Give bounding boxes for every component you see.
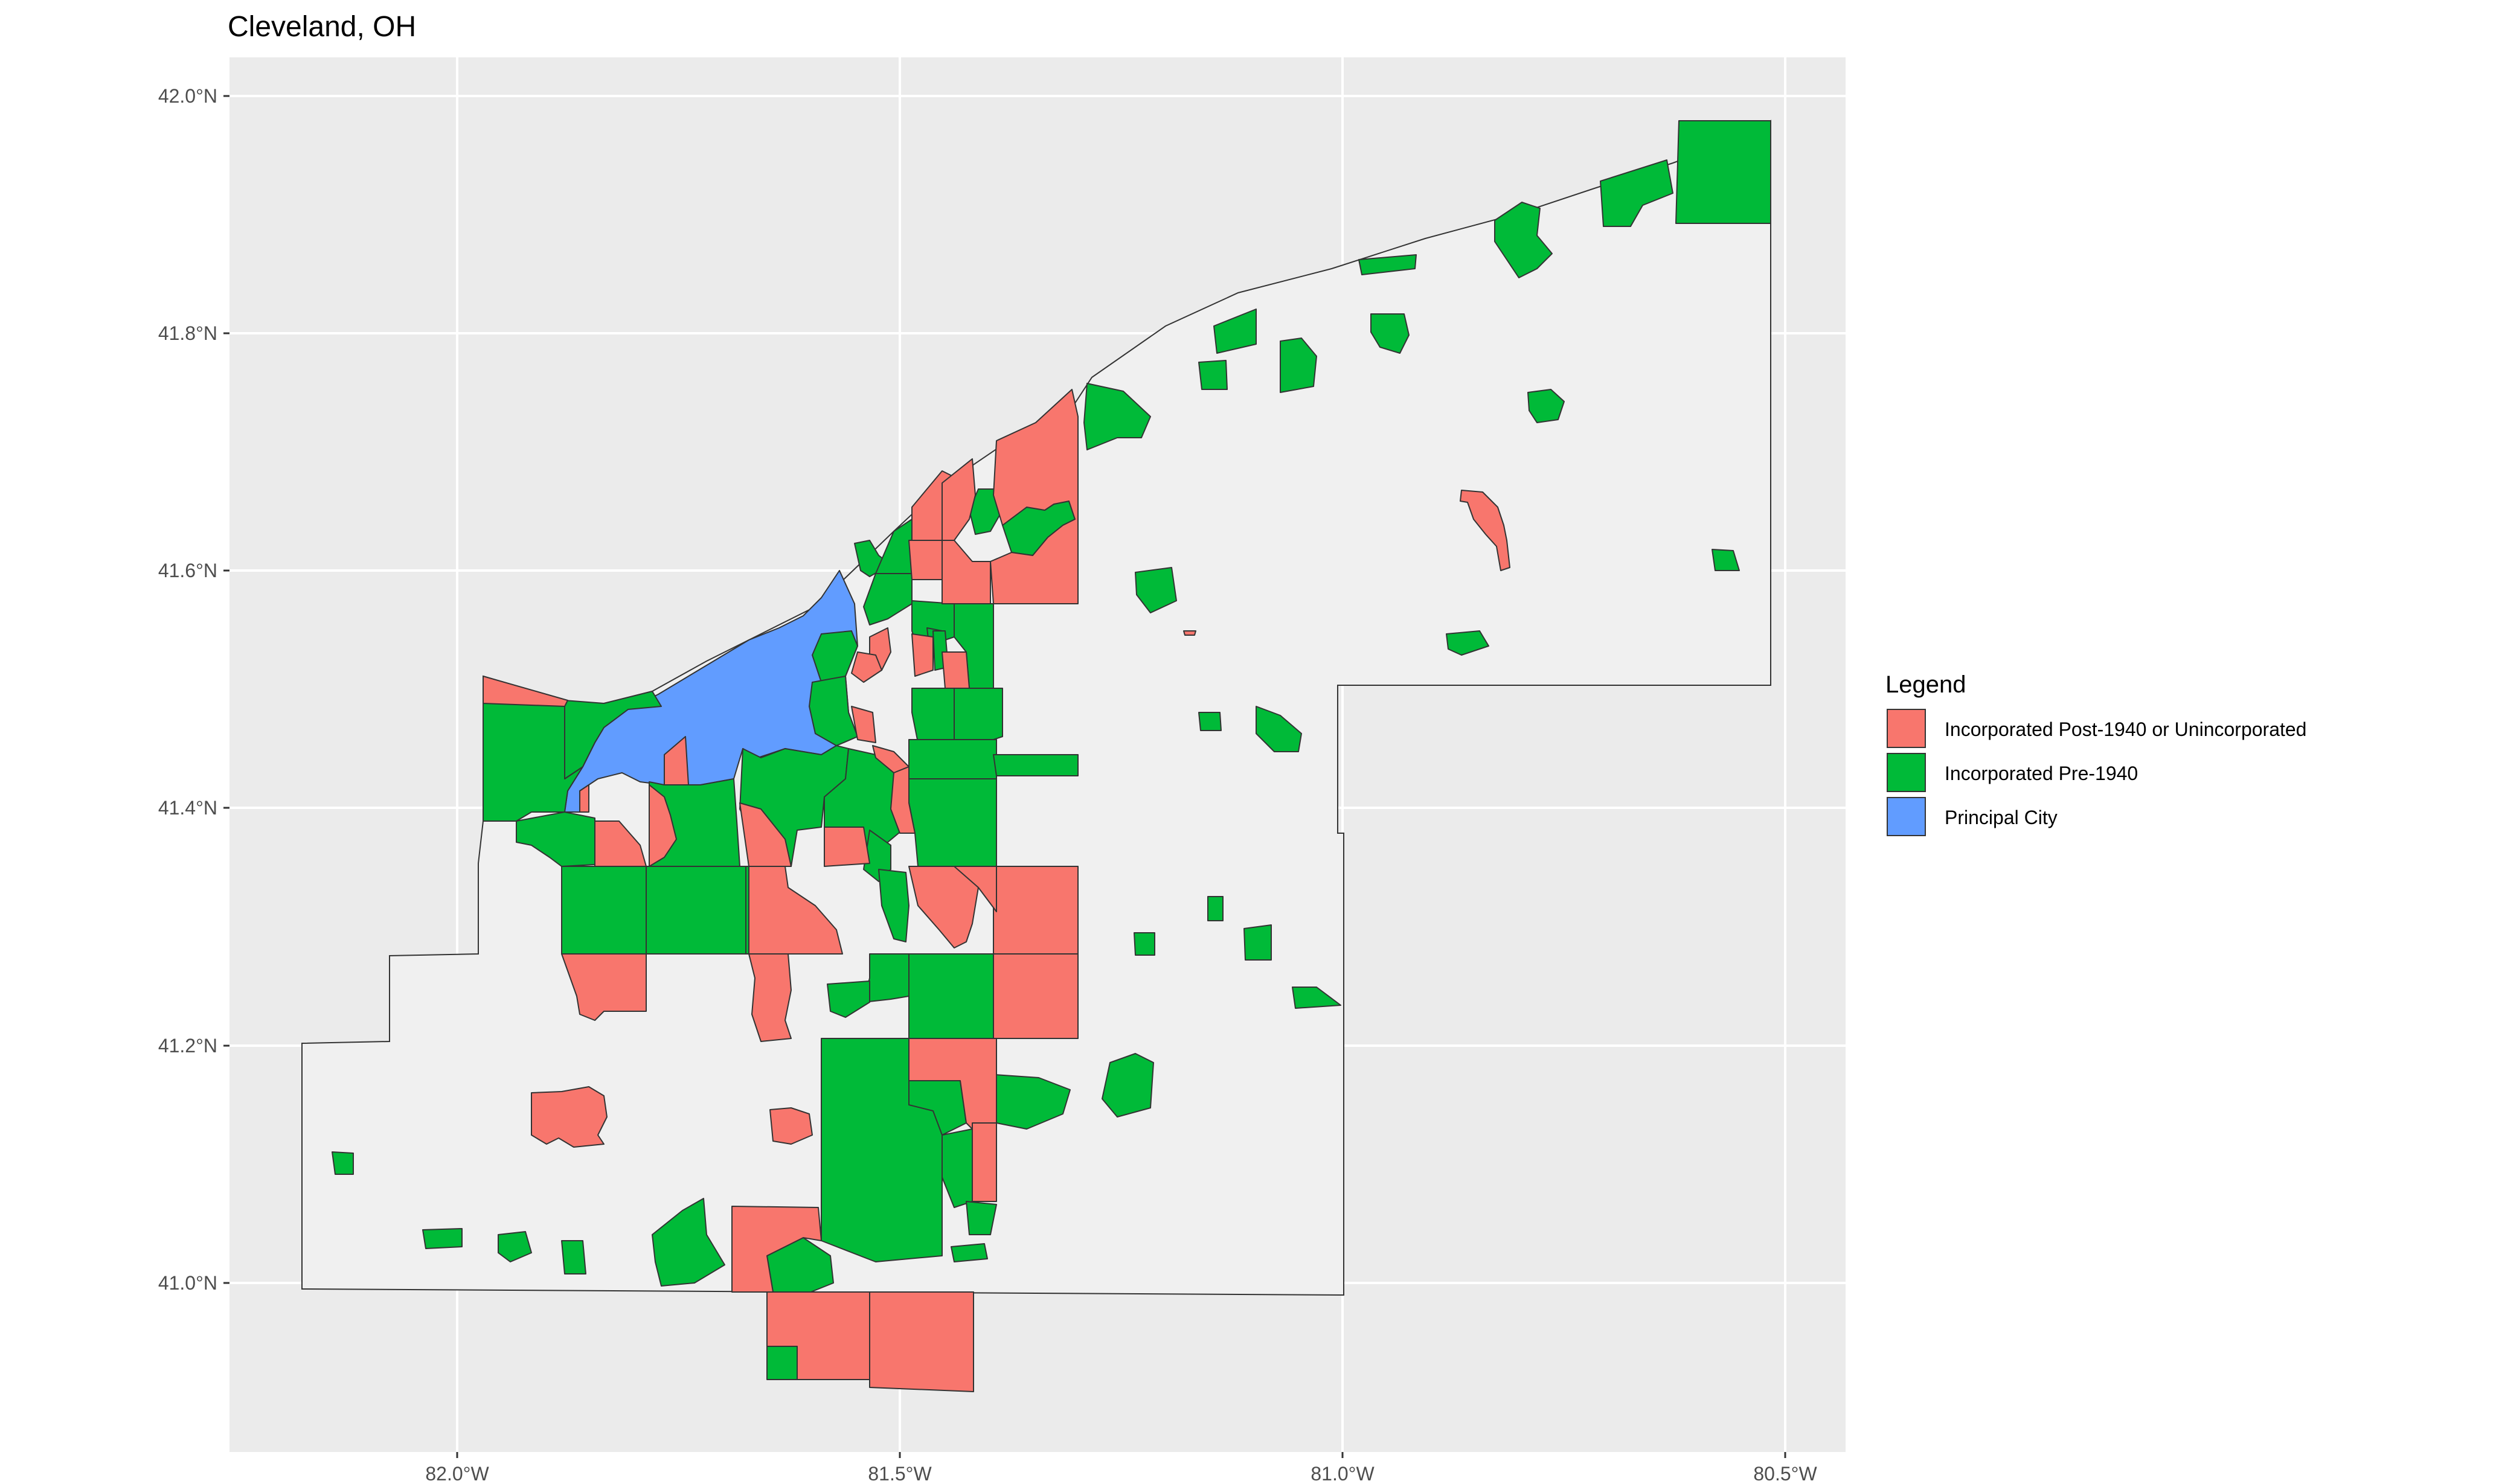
green-area: [908, 953, 997, 1039]
y-axis-labels: 42.0°N 41.8°N 41.6°N 41.4°N 41.2°N 41.0°…: [158, 85, 217, 1294]
x-tick-label: 81.5°W: [868, 1463, 932, 1484]
red-area: [664, 736, 689, 785]
green-area: [1358, 254, 1417, 275]
post-1940-areas: [483, 389, 1510, 1392]
green-area: [951, 1243, 988, 1262]
green-area: [911, 688, 955, 743]
green-area: [564, 691, 662, 779]
x-tick-label: 80.5°W: [1753, 1463, 1817, 1484]
green-area: [1280, 337, 1317, 393]
red-area: [911, 633, 934, 677]
green-area: [1213, 309, 1257, 354]
axis-ticks: [223, 95, 1786, 1458]
red-area: [731, 1206, 822, 1293]
green-area: [766, 1346, 798, 1380]
x-tick-label: 82.0°W: [425, 1463, 489, 1484]
red-area: [483, 676, 568, 707]
green-area: [1370, 313, 1410, 354]
red-area: [739, 802, 792, 867]
green-area: [1243, 924, 1272, 961]
red-area: [564, 784, 589, 813]
red-area: [990, 389, 1079, 604]
red-area: [649, 784, 677, 867]
red-area: [954, 866, 997, 912]
red-area: [594, 820, 647, 867]
x-tick-label: 81.0°W: [1311, 1463, 1375, 1484]
green-area: [1198, 360, 1228, 390]
green-area: [993, 754, 1079, 776]
red-area: [908, 540, 943, 580]
red-area: [851, 706, 876, 743]
red-area: [993, 953, 1079, 1039]
legend: Legend Incorporated Post-1940 or Unincor…: [1885, 671, 2306, 836]
green-area: [498, 1231, 532, 1262]
green-area: [1207, 896, 1224, 921]
green-area: [1446, 630, 1489, 656]
y-tick-label: 41.6°N: [158, 560, 217, 581]
green-area: [1494, 202, 1553, 278]
y-tick-label: 42.0°N: [158, 85, 217, 107]
red-area: [908, 1038, 997, 1130]
green-area: [942, 1128, 973, 1208]
green-area: [863, 953, 910, 1003]
red-area: [972, 1122, 997, 1202]
green-area: [809, 676, 858, 746]
red-area: [890, 766, 916, 834]
green-area: [1083, 383, 1151, 450]
red-area: [1183, 630, 1196, 636]
green-area: [954, 688, 1003, 740]
green-area: [878, 869, 910, 942]
legend-key-principal-city: [1887, 797, 1926, 836]
y-tick-label: 41.0°N: [158, 1272, 217, 1294]
green-area: [561, 1240, 586, 1275]
green-area: [332, 1151, 354, 1175]
green-area: [1256, 706, 1302, 752]
green-area: [966, 1201, 997, 1235]
red-area: [851, 651, 882, 683]
green-area: [827, 980, 870, 1018]
red-area: [869, 1291, 974, 1392]
red-area: [748, 953, 792, 1042]
green-area: [1712, 549, 1740, 571]
green-area: [1292, 987, 1341, 1009]
y-tick-label: 41.8°N: [158, 322, 217, 344]
legend-title: Legend: [1885, 671, 1966, 698]
green-area: [1527, 389, 1565, 423]
green-area: [422, 1228, 463, 1249]
legend-key-pre-1940: [1887, 753, 1926, 792]
legend-key-post-1940: [1887, 709, 1926, 748]
green-area: [1102, 1053, 1154, 1118]
y-tick-label: 41.2°N: [158, 1035, 217, 1057]
legend-label-pre-1940: Incorporated Pre-1940: [1945, 763, 2138, 784]
green-area: [908, 778, 997, 867]
red-area: [531, 1086, 608, 1148]
green-area: [1135, 567, 1177, 613]
legend-label-post-1940: Incorporated Post-1940 or Unincorporated: [1945, 718, 2306, 740]
green-area: [1198, 712, 1222, 731]
x-axis-labels: 82.0°W 81.5°W 81.0°W 80.5°W: [425, 1463, 1817, 1484]
y-tick-label: 41.4°N: [158, 797, 217, 819]
red-area: [942, 651, 970, 689]
legend-label-principal-city: Principal City: [1945, 807, 2058, 828]
green-area: [652, 1198, 725, 1287]
red-area: [769, 1107, 813, 1145]
map-title: Cleveland, OH: [228, 11, 416, 43]
green-area: [1600, 159, 1673, 227]
red-area: [993, 866, 1079, 955]
green-area: [646, 866, 746, 955]
red-area: [824, 827, 870, 867]
red-area: [561, 953, 647, 1021]
green-area: [1675, 120, 1771, 224]
green-area: [908, 739, 997, 779]
green-area: [561, 866, 647, 955]
red-area: [1460, 490, 1510, 571]
green-area: [1134, 932, 1155, 956]
